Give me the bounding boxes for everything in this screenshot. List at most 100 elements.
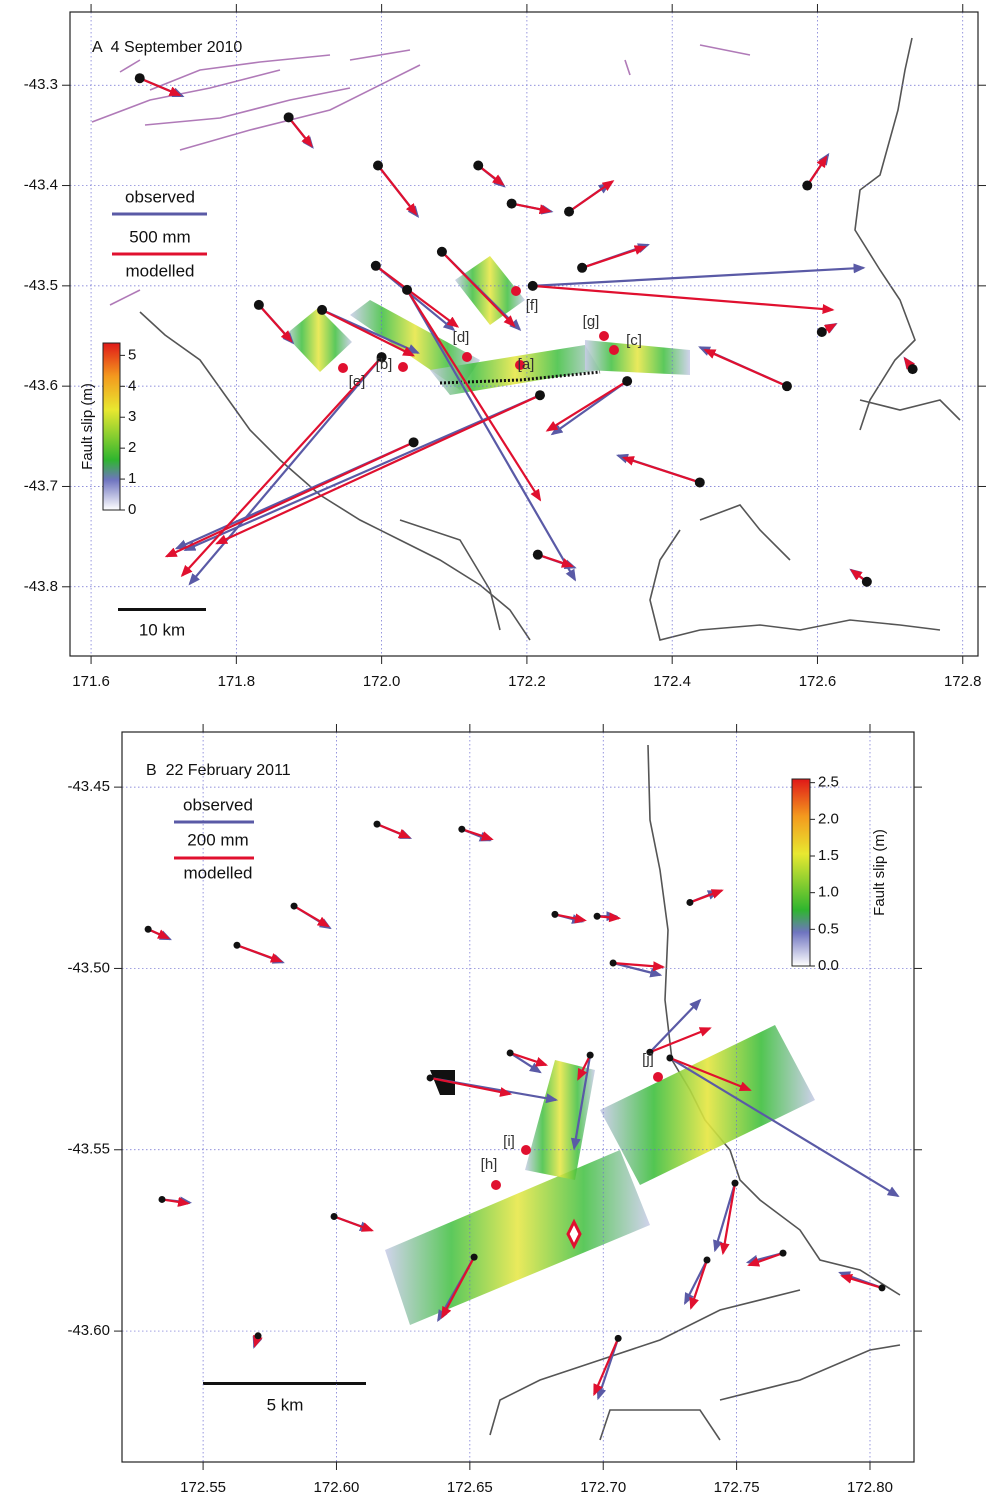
colorbar-tick-label: 0 (128, 501, 136, 518)
gps-station (780, 1250, 787, 1257)
colorbar-tick-label: 3 (128, 408, 136, 425)
gps-station (703, 1257, 710, 1264)
x-tick-label: 172.75 (714, 1479, 760, 1496)
displacement-arrow (462, 829, 492, 839)
legend-scale-label: 200 mm (187, 830, 248, 849)
gps-station (695, 477, 705, 487)
annotation: [g] (583, 313, 600, 330)
gps-station (159, 1196, 166, 1203)
legend-scale-label: 500 mm (129, 227, 190, 246)
displacement-arrow (690, 890, 722, 902)
displacement-arrow (842, 1276, 882, 1288)
annotation-point (398, 362, 408, 372)
colorbar-tick-label: 1.5 (818, 847, 839, 864)
gps-station (135, 73, 145, 83)
displacement-arrow (289, 117, 312, 146)
gps-station (782, 381, 792, 391)
gps-station (587, 1052, 594, 1059)
displacement-arrow (378, 165, 416, 213)
gps-station (610, 960, 617, 967)
x-tick-label: 172.55 (180, 1479, 226, 1496)
gps-station (878, 1284, 885, 1291)
gps-station (427, 1074, 434, 1081)
y-tick-label: -43.55 (67, 1141, 110, 1158)
displacement-arrow (624, 458, 700, 483)
colorbar-tick-label: 2.5 (818, 774, 839, 791)
gps-station (622, 376, 632, 386)
gps-station (284, 112, 294, 122)
x-tick-label: 172.2 (508, 673, 546, 690)
gps-station (371, 261, 381, 271)
gps-station (528, 281, 538, 291)
gps-station (507, 1049, 514, 1056)
displacement-arrow (510, 1053, 546, 1065)
legend-label: observed (125, 187, 195, 206)
x-tick-label: 171.8 (218, 673, 256, 690)
displacement-arrow (807, 157, 826, 186)
displacement-arrow (217, 395, 540, 543)
y-tick-label: -43.60 (67, 1322, 110, 1339)
displacement-arrow (749, 1253, 783, 1265)
gps-station (254, 300, 264, 310)
x-tick-label: 172.8 (944, 673, 982, 690)
y-tick-label: -43.6 (24, 377, 58, 394)
annotation-point (599, 331, 609, 341)
y-tick-label: -43.4 (24, 177, 58, 194)
displacement-arrow (294, 906, 328, 926)
annotation: [j] (642, 1051, 654, 1068)
colorbar-tick-label: 1 (128, 470, 136, 487)
gps-station (458, 826, 465, 833)
gps-station (817, 327, 827, 337)
map-a-background (92, 38, 960, 640)
gps-station (862, 577, 872, 587)
gps-station (732, 1180, 739, 1187)
gps-station (402, 285, 412, 295)
x-tick-label: 172.60 (314, 1479, 360, 1496)
displacement-arrow (650, 1000, 700, 1052)
gps-station (564, 207, 574, 217)
annotation-point (491, 1180, 501, 1190)
colorbar-tick-label: 5 (128, 346, 136, 363)
legend-label: modelled (184, 863, 253, 882)
x-tick-label: 172.0 (363, 673, 401, 690)
y-tick-label: -43.7 (24, 477, 58, 494)
displacement-arrow (334, 1216, 372, 1230)
annotation: [h] (481, 1156, 498, 1173)
displacement-arrow (377, 824, 409, 837)
annotation: [d] (453, 329, 470, 346)
annotation-point (511, 286, 521, 296)
displacement-arrow (533, 286, 833, 310)
x-tick-label: 171.6 (72, 673, 110, 690)
displacement-arrow (167, 442, 414, 556)
annotation: [c] (626, 332, 642, 349)
panel-title: B 22 February 2011 (146, 762, 291, 779)
annotation-point (338, 363, 348, 373)
colorbar-tick-label: 2.0 (818, 810, 839, 827)
plot-frame (70, 12, 978, 656)
gps-station (802, 181, 812, 191)
gps-station (331, 1213, 338, 1220)
y-tick-label: -43.8 (24, 578, 58, 595)
scale-bar-label: 10 km (139, 620, 185, 639)
x-tick-label: 172.70 (580, 1479, 626, 1496)
gps-station (471, 1254, 478, 1261)
gps-station (409, 437, 419, 447)
colorbar (792, 779, 810, 966)
colorbar-tick-label: 1.0 (818, 884, 839, 901)
annotation: [i] (503, 1133, 515, 1150)
gps-station (615, 1335, 622, 1342)
annotation: [b] (376, 356, 393, 373)
displacement-arrow (594, 1338, 618, 1394)
y-tick-label: -43.50 (67, 959, 110, 976)
gps-station (473, 160, 483, 170)
y-tick-label: -43.3 (24, 76, 58, 93)
colorbar-tick-label: 2 (128, 439, 136, 456)
gps-station (317, 305, 327, 315)
annotation-point (462, 352, 472, 362)
figure: 171.6171.8172.0172.2172.4172.6172.8-43.3… (0, 0, 988, 1501)
gps-station (551, 911, 558, 918)
legend-label: observed (183, 795, 253, 814)
gps-station (373, 160, 383, 170)
annotation: [e] (349, 373, 366, 390)
gps-station (577, 263, 587, 273)
